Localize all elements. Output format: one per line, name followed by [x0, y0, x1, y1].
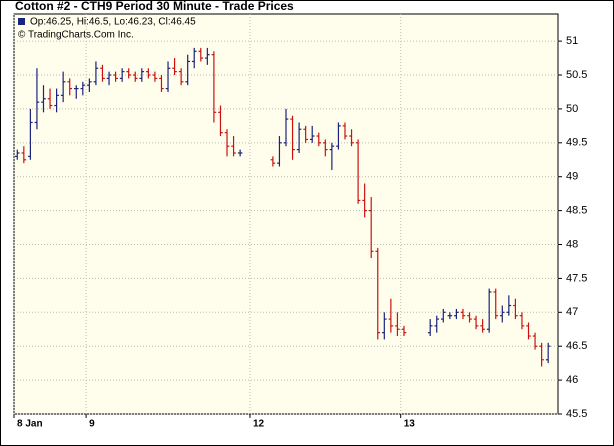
legend-swatch	[18, 18, 25, 25]
y-tick-label: 51	[566, 35, 578, 47]
y-tick-label: 48.5	[566, 205, 587, 217]
x-tick-label: 9	[89, 419, 95, 430]
x-tick-label: 8 Jan	[17, 419, 43, 430]
y-tick-label: 47	[566, 306, 578, 318]
y-tick-label: 45.5	[566, 408, 587, 420]
y-tick-label: 50.5	[566, 69, 587, 81]
credit: © TradingCharts.Com Inc.	[18, 30, 134, 41]
y-tick-label: 49	[566, 171, 578, 183]
plot-area	[13, 13, 559, 415]
y-tick-label: 50	[566, 103, 578, 115]
x-tick-label: 12	[253, 419, 265, 430]
y-tick-label: 48	[566, 238, 578, 250]
y-tick-label: 47.5	[566, 272, 587, 284]
legend-text: Op:46.25, Hi:46.5, Lo:46.23, Cl:46.45	[30, 17, 196, 28]
chart-title: Cotton #2 - CTH9 Period 30 Minute - Trad…	[15, 0, 294, 13]
y-tick-label: 49.5	[566, 137, 587, 149]
x-tick-label: 13	[404, 419, 416, 430]
y-tick-label: 46	[566, 374, 578, 386]
y-tick-label: 46.5	[566, 340, 587, 352]
